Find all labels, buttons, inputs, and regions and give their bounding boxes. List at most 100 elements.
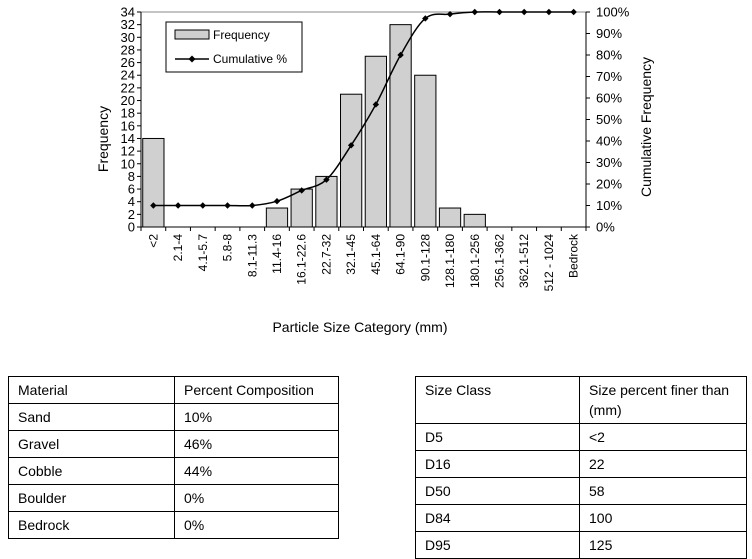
- cumulative-point-32.1-45: [347, 142, 355, 149]
- bar-90.1-128: [414, 74, 437, 228]
- table-row: D50 58: [415, 477, 747, 505]
- legend-frequency-label: Frequency: [213, 28, 270, 42]
- table-row: Boulder 0%: [8, 484, 339, 512]
- y-tick-label: 16: [121, 118, 135, 133]
- y2-tick-label: 70%: [596, 69, 622, 84]
- cumulative-point-22.7-32: [323, 176, 330, 183]
- bar-32.1-45: [340, 93, 363, 228]
- table-row: D84 100: [415, 504, 747, 532]
- table-cell: D95: [415, 531, 580, 559]
- table-cell: 10%: [174, 403, 339, 431]
- x-tick-label: Bedrock: [567, 233, 581, 278]
- y-tick-label: 6: [128, 182, 135, 197]
- cumulative-point-Bedrock: [570, 8, 577, 16]
- frequency-bars: [142, 24, 486, 228]
- y-tick-label: 20: [121, 93, 135, 108]
- x-tick-label: 22.7-32: [319, 234, 333, 275]
- size-class-table: Size Class Size percent finer than (mm) D5…: [415, 376, 747, 559]
- x-tick-label: 4.1-5.7: [196, 234, 210, 272]
- legend-frequency-swatch: [174, 29, 210, 40]
- x-tick-label: 128.1-180: [443, 234, 457, 288]
- y-tick-label: 14: [121, 131, 135, 146]
- bar-11.4-16: [265, 207, 289, 228]
- cumulative-point-90.1-128: [422, 15, 429, 22]
- header-cell: Percent Composition: [174, 376, 339, 404]
- legend-cumulative-marker: [188, 55, 196, 63]
- y2-tick-label: 40%: [596, 134, 622, 149]
- table-cell: <2: [579, 423, 747, 451]
- y2-tick-label: 30%: [596, 155, 622, 170]
- material-composition-table: Material Percent Composition Sand 10% Gravel…: [8, 376, 339, 539]
- cumulative-point-64.1-90: [397, 51, 404, 59]
- table-cell: 0%: [174, 511, 339, 539]
- y-tick-label: 34: [121, 5, 135, 20]
- cumulative-point-2.1-4: [174, 202, 182, 209]
- y-tick-label: 0: [128, 220, 135, 235]
- y-tick-label: 10: [121, 156, 135, 171]
- y-tick-label: 30: [121, 30, 135, 45]
- table-row: D5 <2: [415, 423, 747, 451]
- cumulative-point-180.1-256: [471, 8, 478, 16]
- x-tick-label: 64.1-90: [394, 234, 408, 275]
- bar-45.1-64: [364, 55, 387, 228]
- y-tick-label: 4: [128, 194, 135, 209]
- table-row: Bedrock 0%: [8, 511, 339, 539]
- y2-tick-label: 50%: [596, 112, 622, 127]
- size-header-row: Size Class Size percent finer than (mm): [415, 376, 747, 424]
- cumulative-point-256.1-362: [496, 8, 503, 16]
- table-cell: Boulder: [8, 484, 175, 512]
- x-tick-label: 45.1-64: [369, 234, 383, 275]
- table-cell: 46%: [174, 430, 339, 458]
- y2-axis-label: Cumulative Frequency: [638, 57, 654, 197]
- bar-64.1-90: [389, 24, 412, 228]
- bar-128.1-180: [438, 207, 462, 228]
- x-tick-label: 2.1-4: [171, 234, 185, 262]
- y2-axis-ticks: 0% 10% 20% 30% 40% 50% 60% 70% 80% 90% 100%: [586, 5, 630, 235]
- table-cell: 22: [579, 450, 747, 478]
- x-tick-label: <2: [146, 234, 160, 248]
- x-tick-label: 90.1-128: [418, 234, 432, 282]
- header-cell: Size percent finer than (mm): [579, 376, 747, 424]
- table-cell: 44%: [174, 457, 339, 485]
- table-cell: Bedrock: [8, 511, 175, 539]
- cumulative-point-16.1-22.6: [298, 187, 305, 194]
- header-cell: Material: [8, 376, 175, 404]
- table-cell: Gravel: [8, 430, 175, 458]
- cumulative-point-11.4-16: [273, 198, 281, 205]
- cumulative-point-512 - 1024: [545, 8, 553, 16]
- y2-tick-label: 60%: [596, 91, 622, 106]
- cumulative-line: [150, 8, 577, 209]
- bar-22.7-32: [315, 175, 338, 228]
- y2-tick-label: 80%: [596, 48, 622, 63]
- y2-tick-label: 100%: [596, 5, 630, 20]
- legend-cumulative-label: Cumulative %: [213, 52, 287, 66]
- table-cell: D5: [415, 423, 580, 451]
- y-axis-label: Frequency: [95, 106, 111, 172]
- table-cell: Cobble: [8, 457, 175, 485]
- x-tick-label: 32.1-45: [344, 234, 358, 275]
- y2-tick-label: 0%: [596, 220, 615, 235]
- cumulative-point-362.1-512: [520, 8, 528, 16]
- y-tick-label: 12: [121, 144, 135, 159]
- x-tick-label: 256.1-362: [492, 234, 506, 288]
- cumulative-point-128.1-180: [446, 10, 454, 18]
- y-tick-label: 24: [121, 68, 135, 83]
- y-tick-label: 32: [121, 17, 135, 32]
- table-cell: 100: [579, 504, 747, 532]
- cumulative-point-<2: [150, 202, 157, 209]
- x-tick-label: 11.4-16: [270, 234, 284, 274]
- material-header-row: Material Percent Composition: [8, 376, 339, 404]
- x-tick-label: 512 - 1024: [542, 234, 556, 292]
- bar-<2: [142, 137, 165, 228]
- x-axis-ticks: <2 2.1-4 4.1-5.7 5.8-8 8.1-11.3 11.4-16 16.1-2…: [140, 227, 587, 292]
- table-cell: Sand: [8, 403, 175, 431]
- table-cell: 0%: [174, 484, 339, 512]
- x-tick-label: 16.1-22.6: [295, 234, 309, 285]
- table-row: Cobble 44%: [8, 457, 339, 485]
- y-tick-label: 28: [121, 42, 135, 57]
- x-tick-label: 362.1-512: [517, 234, 531, 288]
- table-cell: D16: [415, 450, 580, 478]
- table-cell: 58: [579, 477, 747, 505]
